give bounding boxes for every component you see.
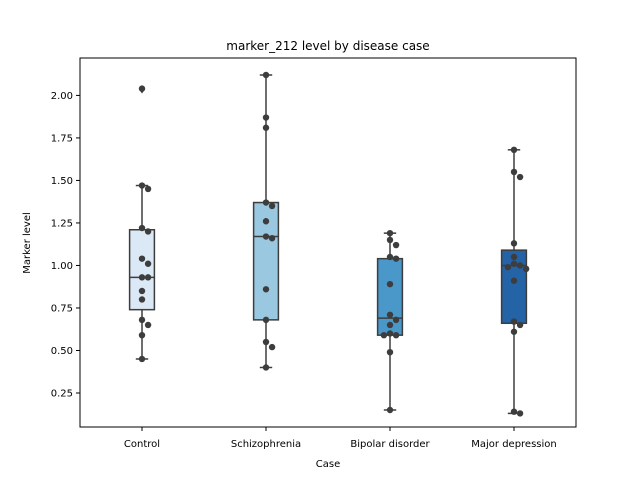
data-point <box>392 255 400 262</box>
data-point <box>392 316 400 324</box>
data-point <box>262 286 270 293</box>
data-point <box>392 331 400 339</box>
data-point <box>262 233 270 240</box>
data-point <box>516 410 524 417</box>
data-point <box>386 280 394 288</box>
data-point <box>262 338 270 346</box>
y-axis: 0.25 0.50 0.75 1.00 1.25 1.50 1.75 2.00 <box>51 91 80 399</box>
data-point <box>386 311 394 318</box>
data-point <box>510 318 518 325</box>
data-point <box>138 182 146 189</box>
data-point <box>510 168 518 176</box>
swarm-points-0 <box>138 85 152 363</box>
data-point <box>262 218 270 225</box>
data-point <box>144 321 152 329</box>
data-point <box>138 287 146 295</box>
data-point <box>144 228 152 235</box>
x-tick-label: Schizophrenia <box>231 439 301 450</box>
data-point <box>380 331 388 339</box>
y-tick-label: 1.00 <box>51 261 73 272</box>
data-point <box>510 146 518 154</box>
data-point <box>516 173 524 181</box>
data-point <box>262 199 270 206</box>
data-point <box>262 316 270 324</box>
data-point <box>386 229 394 237</box>
data-point <box>516 321 524 329</box>
x-axis: Control Schizophrenia Bipolar disorder Majo… <box>124 427 557 450</box>
data-point <box>138 331 146 339</box>
plot-area <box>80 58 576 427</box>
y-tick-label: 1.25 <box>51 218 73 229</box>
swarm-points-1 <box>262 71 276 371</box>
data-point <box>268 235 276 242</box>
data-point <box>386 253 394 261</box>
data-point <box>510 408 518 415</box>
data-point <box>510 260 518 267</box>
data-point <box>138 85 146 92</box>
data-point <box>516 262 524 269</box>
y-tick-label: 2.00 <box>51 91 73 102</box>
data-point <box>386 321 394 329</box>
data-point <box>138 355 146 363</box>
y-tick-label: 1.50 <box>51 176 73 187</box>
data-point <box>144 274 152 281</box>
data-point <box>138 316 146 324</box>
chart-title: marker_212 level by disease case <box>226 39 429 53</box>
data-point <box>144 185 152 193</box>
data-point <box>138 224 146 232</box>
data-point <box>510 277 518 284</box>
plot-frame <box>79 57 577 428</box>
data-point <box>504 263 512 271</box>
data-point <box>386 236 394 244</box>
data-point <box>510 240 518 247</box>
data-point <box>522 265 530 273</box>
data-point <box>262 71 270 79</box>
data-point <box>510 328 518 335</box>
y-tick-label: 0.50 <box>51 346 73 357</box>
data-point <box>138 296 146 303</box>
data-point <box>262 124 270 131</box>
chart-marks <box>128 71 530 417</box>
x-tick-label: Bipolar disorder <box>350 439 430 450</box>
x-axis-label: Case <box>316 459 340 470</box>
data-point <box>262 364 270 371</box>
data-point <box>268 343 276 351</box>
y-tick-label: 0.25 <box>51 388 73 399</box>
data-point <box>392 241 400 249</box>
data-point <box>268 202 276 210</box>
data-point <box>138 274 146 281</box>
swarm-points-3 <box>504 146 530 417</box>
y-axis-label: Marker level <box>22 212 33 274</box>
data-point <box>144 260 152 267</box>
x-tick-label: Control <box>124 439 160 450</box>
data-point <box>386 348 394 356</box>
y-tick-label: 0.75 <box>51 303 73 314</box>
x-tick-label: Major depression <box>471 439 557 450</box>
data-point <box>510 253 518 261</box>
data-point <box>386 330 394 337</box>
data-point <box>386 406 394 414</box>
y-tick-label: 1.75 <box>51 133 73 144</box>
data-point <box>138 255 146 262</box>
swarm-points-2 <box>380 229 400 414</box>
data-point <box>262 114 270 121</box>
